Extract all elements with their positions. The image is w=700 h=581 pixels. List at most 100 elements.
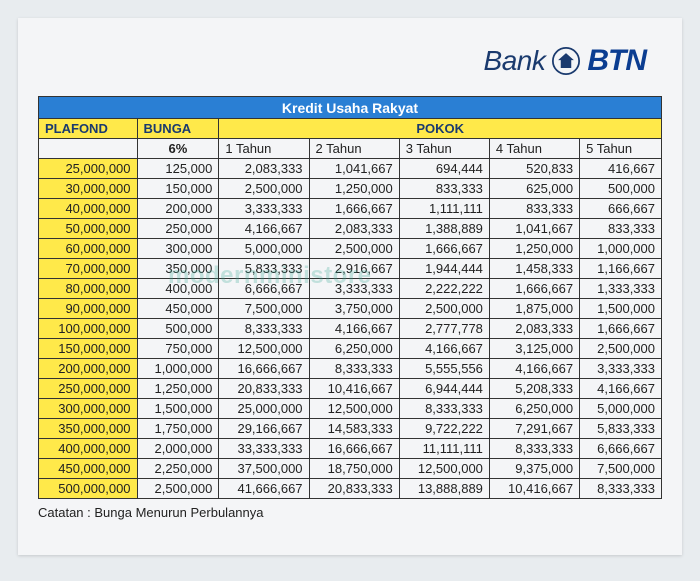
cell-pokok: 2,083,333 [219, 159, 309, 179]
cell-pokok: 11,111,111 [399, 439, 489, 459]
cell-pokok: 14,583,333 [309, 419, 399, 439]
cell-pokok: 41,666,667 [219, 479, 309, 499]
cell-pokok: 1,000,000 [580, 239, 662, 259]
cell-pokok: 3,750,000 [309, 299, 399, 319]
cell-pokok: 4,166,667 [399, 339, 489, 359]
cell-pokok: 3,333,333 [580, 359, 662, 379]
subheader-year-2: 2 Tahun [309, 139, 399, 159]
cell-pokok: 18,750,000 [309, 459, 399, 479]
cell-pokok: 1,666,667 [489, 279, 579, 299]
cell-bunga: 500,000 [137, 319, 219, 339]
cell-pokok: 1,666,667 [580, 319, 662, 339]
cell-plafond: 250,000,000 [39, 379, 138, 399]
cell-pokok: 6,250,000 [309, 339, 399, 359]
cell-pokok: 25,000,000 [219, 399, 309, 419]
cell-bunga: 2,000,000 [137, 439, 219, 459]
cell-plafond: 450,000,000 [39, 459, 138, 479]
table-row: 60,000,000300,0005,000,0002,500,0001,666… [39, 239, 662, 259]
cell-plafond: 40,000,000 [39, 199, 138, 219]
footnote-text: Catatan : Bunga Menurun Perbulannya [38, 505, 662, 520]
cell-pokok: 1,388,889 [399, 219, 489, 239]
cell-bunga: 450,000 [137, 299, 219, 319]
cell-pokok: 2,222,222 [399, 279, 489, 299]
cell-pokok: 20,833,333 [309, 479, 399, 499]
cell-pokok: 37,500,000 [219, 459, 309, 479]
table-body: 25,000,000125,0002,083,3331,041,667694,4… [39, 159, 662, 499]
table-row: 30,000,000150,0002,500,0001,250,000833,3… [39, 179, 662, 199]
cell-plafond: 60,000,000 [39, 239, 138, 259]
cell-pokok: 500,000 [580, 179, 662, 199]
cell-pokok: 20,833,333 [219, 379, 309, 399]
subheader-year-1: 1 Tahun [219, 139, 309, 159]
col-header-pokok: POKOK [219, 119, 662, 139]
cell-bunga: 2,500,000 [137, 479, 219, 499]
table-row: 400,000,0002,000,00033,333,33316,666,667… [39, 439, 662, 459]
cell-pokok: 6,666,667 [219, 279, 309, 299]
house-icon [551, 46, 581, 76]
cell-pokok: 7,500,000 [219, 299, 309, 319]
cell-plafond: 300,000,000 [39, 399, 138, 419]
brand-logo-block: Bank BTN [484, 44, 646, 78]
cell-pokok: 520,833 [489, 159, 579, 179]
cell-bunga: 400,000 [137, 279, 219, 299]
cell-pokok: 7,291,667 [489, 419, 579, 439]
table-row: 450,000,0002,250,00037,500,00018,750,000… [39, 459, 662, 479]
cell-pokok: 1,250,000 [489, 239, 579, 259]
cell-pokok: 1,250,000 [309, 179, 399, 199]
cell-plafond: 90,000,000 [39, 299, 138, 319]
cell-pokok: 5,833,333 [580, 419, 662, 439]
table-row: 250,000,0001,250,00020,833,33310,416,667… [39, 379, 662, 399]
cell-pokok: 10,416,667 [489, 479, 579, 499]
table-row: 100,000,000500,0008,333,3334,166,6672,77… [39, 319, 662, 339]
cell-pokok: 13,888,889 [399, 479, 489, 499]
cell-pokok: 625,000 [489, 179, 579, 199]
cell-pokok: 3,333,333 [309, 279, 399, 299]
cell-pokok: 6,666,667 [580, 439, 662, 459]
cell-plafond: 70,000,000 [39, 259, 138, 279]
cell-bunga: 1,250,000 [137, 379, 219, 399]
cell-pokok: 4,166,667 [580, 379, 662, 399]
cell-pokok: 1,166,667 [580, 259, 662, 279]
cell-pokok: 29,166,667 [219, 419, 309, 439]
cell-pokok: 4,166,667 [309, 319, 399, 339]
cell-pokok: 2,083,333 [309, 219, 399, 239]
subheader-year-4: 4 Tahun [489, 139, 579, 159]
cell-pokok: 16,666,667 [309, 439, 399, 459]
cell-pokok: 2,500,000 [580, 339, 662, 359]
cell-plafond: 500,000,000 [39, 479, 138, 499]
cell-bunga: 1,500,000 [137, 399, 219, 419]
document-paper: Bank BTN Kredit Usaha Rakyat PLAFOND BUN… [18, 18, 682, 555]
cell-pokok: 9,375,000 [489, 459, 579, 479]
cell-pokok: 1,875,000 [489, 299, 579, 319]
table-row: 200,000,0001,000,00016,666,6678,333,3335… [39, 359, 662, 379]
cell-pokok: 12,500,000 [309, 399, 399, 419]
cell-pokok: 1,041,667 [489, 219, 579, 239]
subheader-year-5: 5 Tahun [580, 139, 662, 159]
cell-bunga: 750,000 [137, 339, 219, 359]
cell-pokok: 416,667 [580, 159, 662, 179]
cell-pokok: 2,916,667 [309, 259, 399, 279]
cell-pokok: 2,500,000 [309, 239, 399, 259]
table-row: 80,000,000400,0006,666,6673,333,3332,222… [39, 279, 662, 299]
cell-pokok: 10,416,667 [309, 379, 399, 399]
cell-pokok: 12,500,000 [399, 459, 489, 479]
brand-bank-text: Bank [484, 45, 546, 77]
cell-pokok: 2,777,778 [399, 319, 489, 339]
cell-bunga: 150,000 [137, 179, 219, 199]
cell-pokok: 5,000,000 [219, 239, 309, 259]
cell-pokok: 8,333,333 [309, 359, 399, 379]
table-row: 40,000,000200,0003,333,3331,666,6671,111… [39, 199, 662, 219]
cell-pokok: 1,666,667 [309, 199, 399, 219]
cell-pokok: 1,944,444 [399, 259, 489, 279]
cell-pokok: 5,000,000 [580, 399, 662, 419]
cell-pokok: 4,166,667 [489, 359, 579, 379]
cell-pokok: 1,666,667 [399, 239, 489, 259]
table-row: 25,000,000125,0002,083,3331,041,667694,4… [39, 159, 662, 179]
cell-pokok: 2,500,000 [399, 299, 489, 319]
cell-pokok: 2,500,000 [219, 179, 309, 199]
cell-pokok: 9,722,222 [399, 419, 489, 439]
cell-plafond: 350,000,000 [39, 419, 138, 439]
cell-pokok: 6,944,444 [399, 379, 489, 399]
cell-pokok: 833,333 [580, 219, 662, 239]
cell-plafond: 100,000,000 [39, 319, 138, 339]
